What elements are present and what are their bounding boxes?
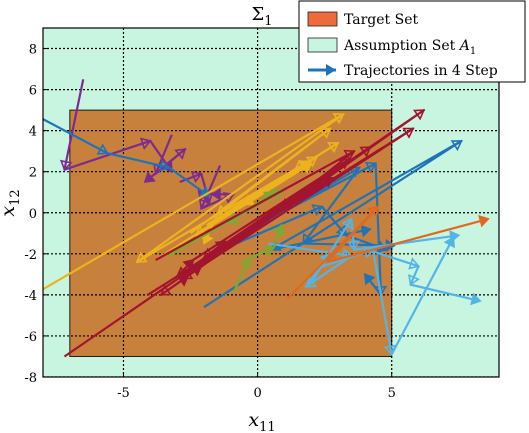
trajectory-marker [360,224,372,238]
trajectory-marker [135,251,148,263]
y-tick-label: 4 [29,125,37,140]
trajectory-line [235,205,387,251]
trajectory-marker [242,194,256,206]
trajectory-line [238,162,383,296]
trajectory-marker [346,240,360,252]
trajectory-series-17 [206,141,340,227]
trajectory-marker [201,232,214,245]
trajectory-marker [319,127,332,140]
legend-trajectory-marker [326,64,336,76]
legend-target-swatch [307,11,338,27]
trajectory-marker [326,251,339,264]
y-tick-label: -8 [24,371,37,386]
y-tick-label: 8 [29,43,37,58]
trajectory-line [63,79,173,173]
legend-trajectory-label: Trajectories in 4 Step [344,63,498,79]
y-axis-title: x12 [0,189,23,216]
trajectory-marker [293,159,307,171]
trajectory-marker [240,256,252,269]
trajectory-marker [210,187,221,201]
trajectory-series-18 [232,223,285,294]
trajectory-marker [408,273,420,287]
x-tick-label: -5 [117,386,130,401]
x-tick-label: 5 [388,386,396,401]
trajectory-marker [470,292,482,306]
y-tick-label: -6 [24,330,37,345]
trajectory-series-12 [367,248,482,306]
trajectory-line [232,224,283,294]
trajectory-marker [443,236,455,249]
trajectory-line [286,205,489,300]
x-axis-title: x11 [248,409,275,433]
trajectory-marker [363,273,376,286]
legend-target-label: Target Set [344,12,418,28]
trajectory-marker [332,113,345,125]
trajectory-marker [343,149,356,162]
trajectory-marker [190,170,203,183]
trajectory-marker [159,159,171,172]
trajectory-marker [359,146,372,158]
trajectory-marker [263,245,276,258]
y-tick-label: 2 [29,166,37,181]
trajectory-marker [321,176,334,188]
trajectory-marker [364,161,377,174]
trajectory-series-24 [155,149,356,261]
legend-assumption-swatch [307,37,338,53]
y-tick-label: 6 [29,84,37,99]
legend-assumption-label: Assumption Set A1 [343,38,476,57]
trajectory-line [43,117,210,198]
trajectory-marker [59,159,73,172]
trajectory-marker [174,148,187,160]
trajectory-series-11 [316,236,455,356]
trajectory-marker [280,198,293,210]
trajectory-marker [198,198,211,211]
trajectory-line [192,158,350,261]
trajectory-line [206,141,340,227]
trajectory-line [155,150,356,261]
trajectory-marker [202,247,215,259]
trajectory-marker [175,266,189,278]
plot-frame [42,27,500,378]
y-tick-label: -4 [24,289,37,304]
trajectory-marker [96,143,109,155]
chart-title: Σ1 [251,4,272,29]
trajectory-line [316,236,455,356]
trajectory-marker [341,217,353,230]
trajectory-line [203,139,463,309]
trajectory-marker [383,344,397,356]
trajectory-marker [214,240,227,252]
trajectory-marker [450,140,463,152]
trajectory-marker [402,127,415,139]
y-tick-label: -2 [24,248,37,263]
trajectory-marker [367,205,380,218]
trajectory-marker [302,232,314,245]
y-tick-label: 0 [29,207,37,222]
trajectory-marker [327,142,340,154]
trajectory-series-23 [192,158,351,261]
trajectory-marker [311,204,324,217]
trajectory-marker [272,223,285,236]
legend: Target Set Assumption Set A1 Trajectorie… [298,0,526,83]
trajectory-line [367,248,481,303]
trajectory-marker [412,109,426,121]
x-tick-label: 0 [253,386,261,401]
trajectory-marker [478,214,490,228]
trajectory-marker [159,284,172,296]
trajectory-marker [408,257,420,270]
trajectory-marker [139,137,152,150]
trajectory-marker [143,171,156,183]
trajectory-line [200,165,235,210]
trajectory-series-13 [286,205,490,300]
trajectory-marker [182,258,195,271]
